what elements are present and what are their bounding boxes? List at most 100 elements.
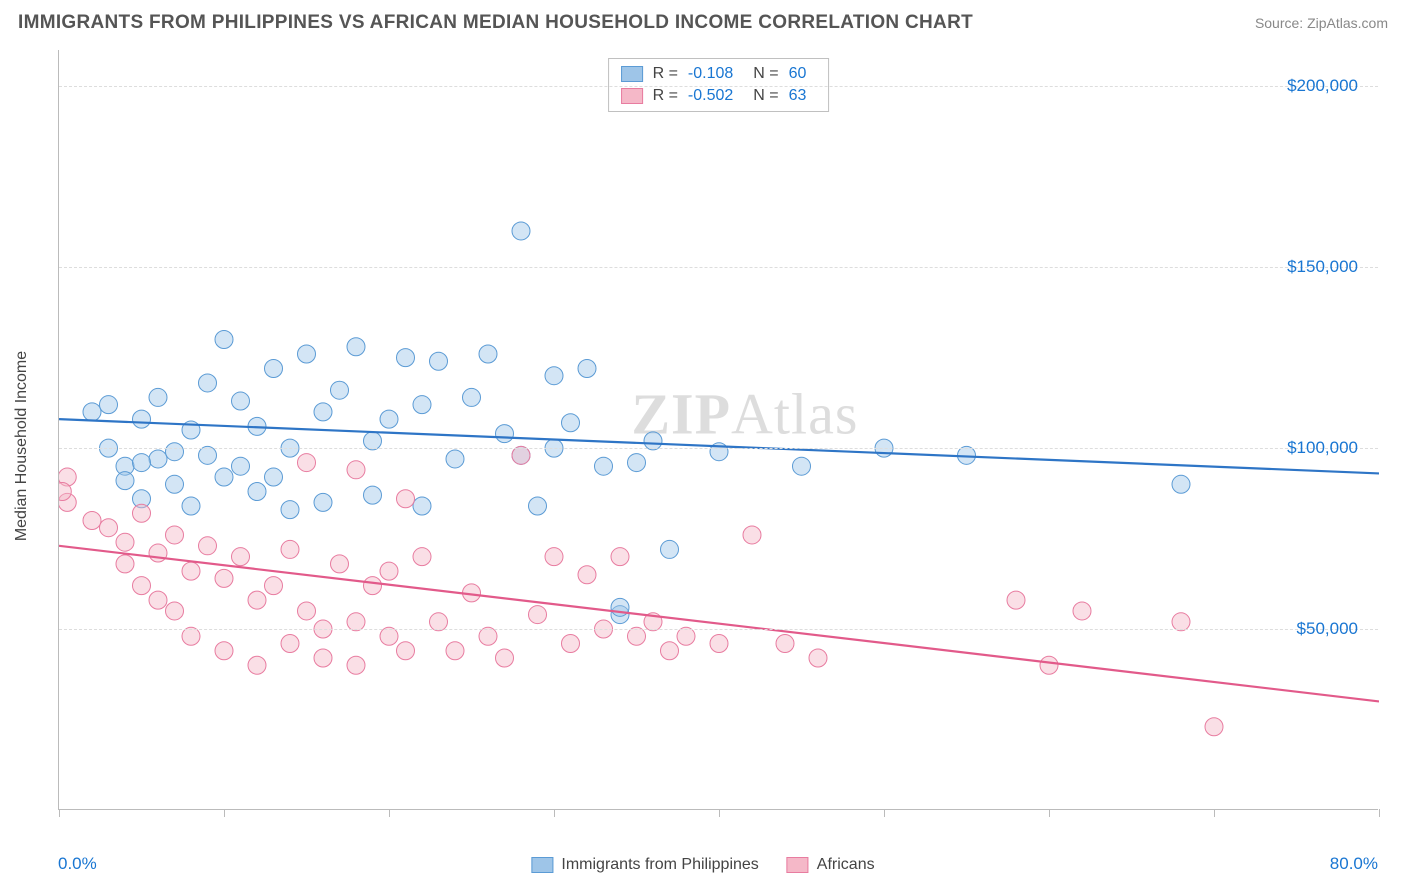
r-label: R = [653,87,678,105]
grid-line [59,86,1378,87]
data-point [182,497,200,515]
data-point [166,526,184,544]
data-point [661,540,679,558]
data-point [182,562,200,580]
legend-stat-row: R = -0.502N = 63 [621,85,817,107]
source-label: Source: ZipAtlas.com [1255,15,1388,31]
data-point [793,457,811,475]
legend-series-item: Immigrants from Philippines [531,856,758,874]
y-tick-label: $150,000 [1287,257,1358,277]
data-point [314,649,332,667]
legend-stat-row: R = -0.108 N = 60 [621,63,817,85]
data-point [166,602,184,620]
data-point [232,457,250,475]
data-point [562,414,580,432]
correlation-legend: R = -0.108 N = 60 R = -0.502N = 63 [608,58,830,112]
data-point [215,569,233,587]
data-point [611,548,629,566]
data-point [248,483,266,501]
chart-container: IMMIGRANTS FROM PHILIPPINES VS AFRICAN M… [0,0,1406,892]
data-point [116,472,134,490]
n-value: 63 [789,87,807,105]
data-point [281,540,299,558]
x-tick [1379,809,1380,817]
data-point [298,345,316,363]
data-point [215,331,233,349]
data-point [595,457,613,475]
legend-swatch [621,66,643,82]
data-point [479,345,497,363]
data-point [331,555,349,573]
data-point [364,577,382,595]
data-point [100,519,118,537]
data-point [133,454,151,472]
data-point [265,468,283,486]
data-point [149,388,167,406]
data-point [776,635,794,653]
series-legend: Immigrants from Philippines Africans [531,856,874,874]
data-point [232,548,250,566]
chart-title: IMMIGRANTS FROM PHILIPPINES VS AFRICAN M… [18,12,973,34]
n-label: N = [753,87,778,105]
data-point [710,635,728,653]
x-axis-max-label: 80.0% [1330,854,1378,874]
data-point [133,577,151,595]
data-point [149,450,167,468]
data-point [1040,656,1058,674]
data-point [265,359,283,377]
r-label: R = [653,65,678,83]
data-point [248,656,266,674]
legend-swatch [621,88,643,104]
data-point [529,497,547,515]
data-point [809,649,827,667]
data-point [463,388,481,406]
data-point [347,338,365,356]
data-point [1007,591,1025,609]
data-point [298,602,316,620]
legend-series-name: Immigrants from Philippines [561,856,758,874]
grid-line [59,629,1378,630]
data-point [562,635,580,653]
data-point [166,475,184,493]
data-point [281,501,299,519]
trend-line [59,419,1379,473]
data-point [314,403,332,421]
data-point [1205,718,1223,736]
data-point [364,486,382,504]
data-point [83,511,101,529]
data-point [232,392,250,410]
legend-series-name: Africans [817,856,875,874]
legend-swatch [787,857,809,873]
data-point [496,425,514,443]
data-point [199,537,217,555]
data-point [199,374,217,392]
scatter-svg [59,50,1379,810]
data-point [265,577,283,595]
n-label: N = [753,65,778,83]
x-tick [719,809,720,817]
x-tick [59,809,60,817]
x-tick [389,809,390,817]
data-point [149,591,167,609]
data-point [83,403,101,421]
title-bar: IMMIGRANTS FROM PHILIPPINES VS AFRICAN M… [18,12,1388,34]
data-point [413,548,431,566]
plot-area: ZIPAtlas R = -0.108N = 60R = -0.502N = 6… [58,50,1378,810]
n-value: 60 [789,65,807,83]
data-point [116,555,134,573]
grid-line [59,267,1378,268]
data-point [116,533,134,551]
x-tick [884,809,885,817]
data-point [133,504,151,522]
x-tick [554,809,555,817]
data-point [133,410,151,428]
data-point [413,497,431,515]
legend-swatch [531,857,553,873]
data-point [1073,602,1091,620]
r-value: -0.108 [688,65,733,83]
data-point [380,410,398,428]
data-point [347,461,365,479]
x-tick [1049,809,1050,817]
grid-line [59,448,1378,449]
legend-series-item: Africans [787,856,875,874]
